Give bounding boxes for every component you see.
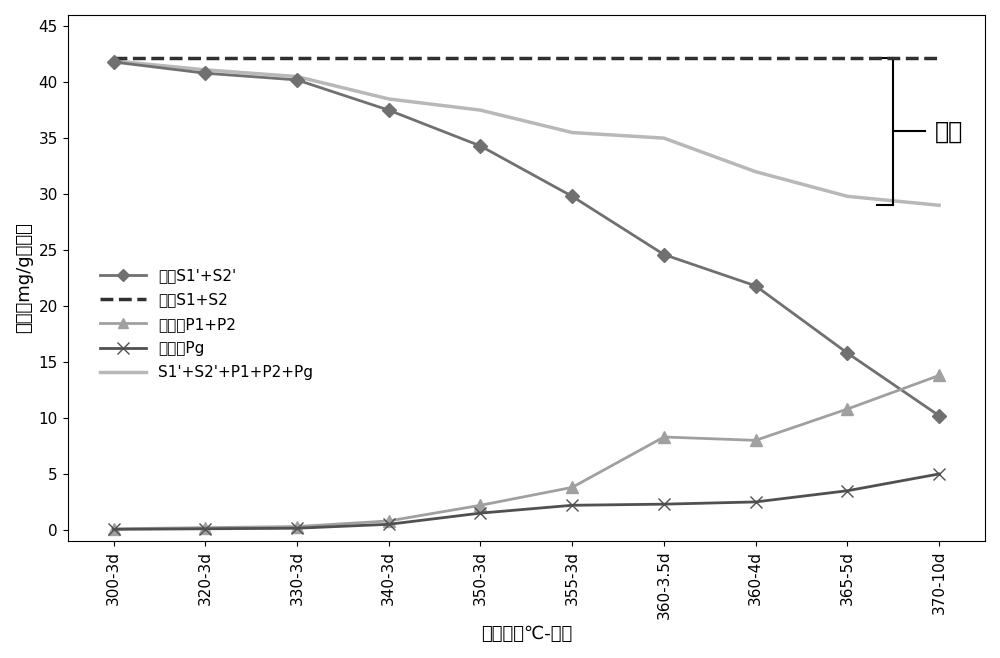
X-axis label: 实验点（℃-天）: 实验点（℃-天）	[481, 625, 572, 643]
Legend: 残样S1'+S2', 原样S1+S2, 排出油P1+P2, 气态烃Pg, S1'+S2'+P1+P2+Pg: 残样S1'+S2', 原样S1+S2, 排出油P1+P2, 气态烃Pg, S1'…	[94, 263, 319, 386]
Text: 轻烃: 轻烃	[935, 119, 963, 143]
Y-axis label: 产量（mg/g岩石）: 产量（mg/g岩石）	[15, 222, 33, 334]
